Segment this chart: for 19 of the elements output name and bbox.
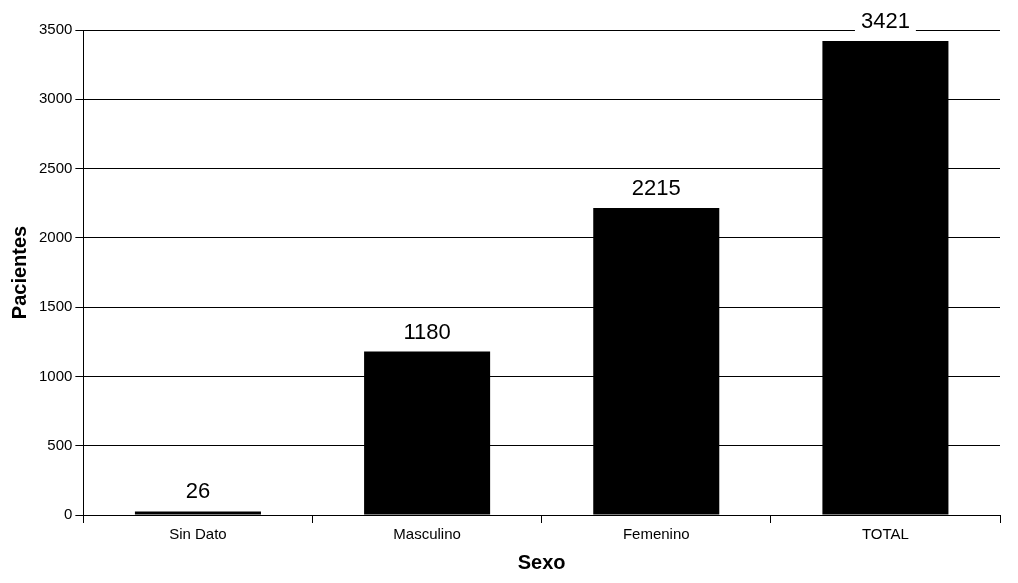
x-tick-label: Masculino (393, 525, 461, 543)
x-tick-label: Sin Dato (169, 525, 227, 543)
data-label: 3421 (860, 8, 910, 34)
y-tick-label: 1000 (38, 366, 73, 384)
y-axis-title: Pacientes (7, 225, 30, 320)
y-tick-label: 500 (47, 435, 73, 453)
y-tick-label: 2500 (38, 158, 73, 176)
y-tick-label: 1500 (38, 297, 73, 315)
y-tick-label: 3000 (38, 89, 73, 107)
data-label: 26 (185, 478, 211, 504)
x-tick-label: TOTAL (861, 525, 909, 543)
y-tick-label: 0 (64, 505, 73, 523)
bar (134, 511, 261, 515)
y-tick-label: 3500 (38, 20, 73, 38)
y-tick-label: 2000 (38, 228, 73, 245)
data-label: 2215 (631, 175, 681, 201)
x-tick-label: Femenino (622, 525, 690, 543)
data-label: 1180 (403, 318, 451, 344)
x-axis-title: Sexo (517, 550, 566, 573)
